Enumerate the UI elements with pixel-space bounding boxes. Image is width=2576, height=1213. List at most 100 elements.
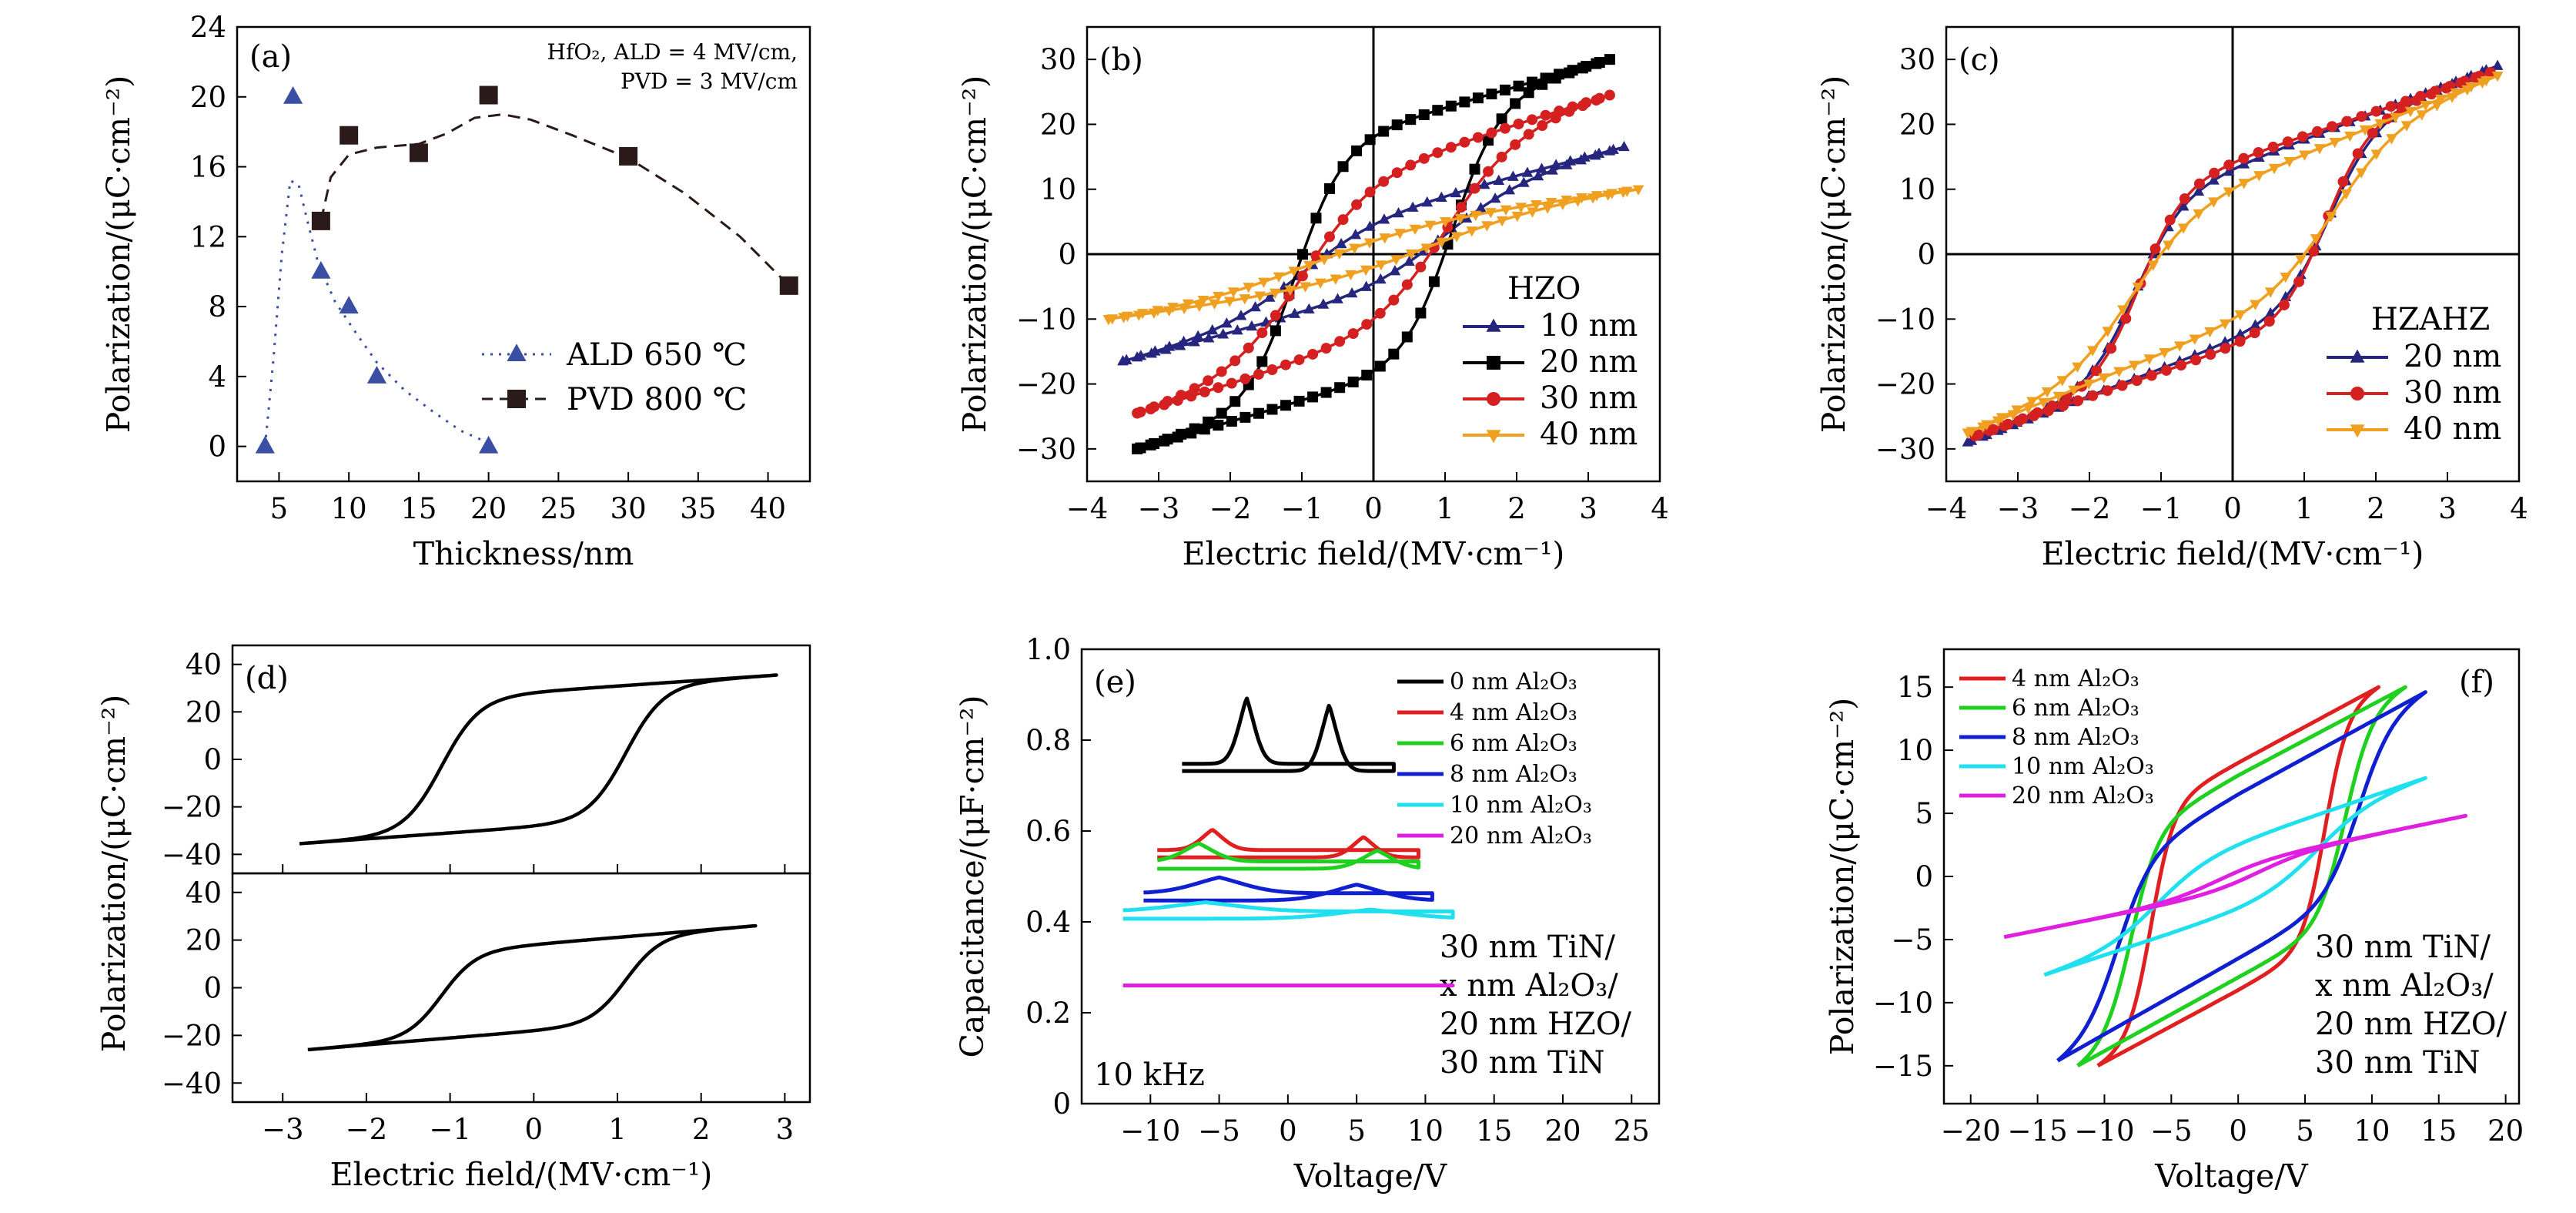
loop-marker xyxy=(1189,336,1200,347)
loop-marker xyxy=(1472,92,1484,104)
loop-marker xyxy=(1162,434,1173,445)
loop-marker xyxy=(2223,187,2235,198)
y-tick-label: 10 xyxy=(1897,734,1933,767)
loop-marker xyxy=(1405,159,1417,171)
loop-marker xyxy=(2337,176,2349,187)
loop-marker xyxy=(1296,249,1308,260)
legend-label: 4 nm Al₂O₃ xyxy=(2012,665,2139,692)
loop-marker xyxy=(1428,276,1440,287)
panel-label: (f) xyxy=(2459,665,2494,700)
loop-marker xyxy=(1576,193,1587,204)
loop-marker xyxy=(1521,166,1534,177)
loop-marker xyxy=(1307,391,1319,403)
loop-marker xyxy=(1632,185,1644,196)
loop-marker xyxy=(2325,212,2337,223)
loop-marker xyxy=(1407,201,1419,212)
fit-line xyxy=(263,179,490,447)
y-tick-label: 40 xyxy=(186,648,222,682)
x-tick-label: 0 xyxy=(525,1113,544,1146)
loop-marker xyxy=(2032,407,2043,418)
y-tick-label: 20 xyxy=(190,81,226,114)
loop-marker xyxy=(1472,132,1484,143)
loop-marker xyxy=(1393,206,1404,218)
loop-marker xyxy=(1527,207,1538,218)
loop-marker xyxy=(1324,231,1336,243)
loop-marker xyxy=(1280,400,1292,411)
x-tick-label: 10 xyxy=(2354,1114,2390,1148)
loop-marker xyxy=(1209,299,1220,310)
loop-marker xyxy=(2280,272,2292,283)
x-tick-label: 10 xyxy=(331,492,367,525)
loop-marker xyxy=(1333,249,1346,260)
loop-marker xyxy=(1351,145,1363,156)
loop-marker xyxy=(1203,332,1215,343)
legend-label: PVD 800 ℃ xyxy=(567,382,747,417)
loop-marker xyxy=(1567,65,1578,76)
loop-marker xyxy=(2264,287,2277,298)
x-tick-label: −10 xyxy=(2074,1114,2134,1148)
x-tick-label: 25 xyxy=(540,492,577,525)
loop-marker xyxy=(1293,395,1305,407)
loop-marker xyxy=(1531,200,1542,211)
loop-marker xyxy=(2278,299,2290,310)
loop-marker xyxy=(1432,147,1444,159)
loop-marker xyxy=(1445,100,1457,112)
loop-marker xyxy=(1167,303,1179,313)
loop-marker xyxy=(1250,300,1261,312)
y-tick-label: 30 xyxy=(1040,43,1076,76)
loop-marker xyxy=(1221,317,1233,328)
loop-marker xyxy=(1239,411,1251,423)
x-tick-label: 15 xyxy=(400,492,437,525)
y-tick-label: −40 xyxy=(162,838,222,871)
loop-marker xyxy=(1403,255,1415,266)
y-tick-label: −30 xyxy=(1875,433,1935,466)
cv-curve xyxy=(1143,875,1434,903)
x-tick-label: 1 xyxy=(2295,492,2313,525)
loop-marker xyxy=(2173,341,2186,352)
loop-marker xyxy=(1607,143,1619,154)
loop-marker xyxy=(2113,367,2125,377)
loop-marker xyxy=(2390,112,2401,124)
cv-curve xyxy=(1156,841,1420,871)
loop-marker xyxy=(2329,137,2341,149)
loop-marker xyxy=(1424,220,1437,231)
loop-marker xyxy=(1347,328,1359,340)
x-tick-label: 0 xyxy=(1279,1114,1297,1148)
data-point xyxy=(340,126,359,145)
loop-marker xyxy=(1409,224,1421,236)
loop-marker xyxy=(1594,56,1605,68)
loop-marker xyxy=(1284,285,1296,297)
loop-marker xyxy=(1504,184,1516,195)
loop-marker xyxy=(2177,200,2190,211)
frequency-annotation: 10 kHz xyxy=(1094,1057,1205,1093)
hysteresis-loop xyxy=(299,673,778,846)
loop-marker xyxy=(1226,377,1237,389)
loop-marker xyxy=(2041,387,2053,398)
panel-d: −40 −20 0 20 40 −3 −2 −1 0 1 2 3 −40 −20 0 20 40 Electric… xyxy=(95,644,811,1193)
loop-marker xyxy=(1270,325,1281,337)
loop-marker xyxy=(2234,336,2246,347)
loop-marker xyxy=(1324,183,1336,194)
data-point xyxy=(255,435,275,454)
loop-marker xyxy=(1567,101,1578,112)
loop-marker xyxy=(1337,161,1349,173)
loop-marker xyxy=(1189,383,1200,394)
loop-marker xyxy=(1135,442,1146,454)
loop-marker xyxy=(1135,406,1146,417)
loop-marker xyxy=(1499,122,1510,134)
y-tick-label: 0 xyxy=(203,743,222,776)
loop-marker xyxy=(1405,114,1417,126)
y-tick-label: 40 xyxy=(186,876,222,910)
loop-marker xyxy=(1510,139,1521,150)
loop-marker xyxy=(2431,101,2443,112)
y-tick-label: 16 xyxy=(190,151,226,184)
loop-marker xyxy=(1334,336,1346,347)
loop-marker xyxy=(1330,274,1342,285)
loop-marker xyxy=(1972,429,1984,441)
loop-marker xyxy=(1253,369,1264,380)
legend-label: 10 nm xyxy=(1540,308,1638,343)
loop-marker xyxy=(2420,100,2432,112)
x-tick-label: 0 xyxy=(1364,492,1383,525)
x-tick-label: −10 xyxy=(1120,1114,1180,1148)
loop-marker xyxy=(1581,97,1592,109)
